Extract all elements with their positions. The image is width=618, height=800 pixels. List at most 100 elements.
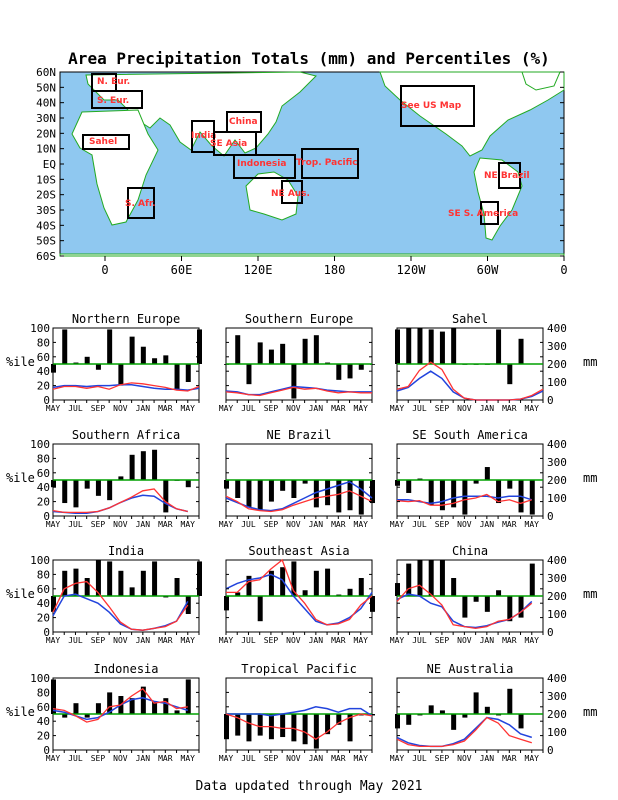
percentile-bar [451, 328, 457, 364]
observed-precip-line [225, 386, 372, 397]
percentile-bar [84, 714, 90, 718]
pct-axis-label: %ile [6, 587, 35, 601]
percentile-bar [347, 364, 353, 379]
percentile-bar [302, 480, 308, 484]
percentile-bar [280, 343, 286, 364]
percentile-bar [95, 703, 101, 714]
percentile-bar [129, 454, 135, 480]
percentile-bar [395, 329, 400, 364]
pct-tick-label: 80 [37, 686, 50, 699]
percentile-bar [451, 480, 457, 508]
percentile-bar [107, 480, 113, 501]
percentile-bar [451, 578, 457, 596]
percentile-bar [302, 338, 308, 364]
region-box [127, 187, 155, 219]
region-label: China [229, 117, 258, 127]
map-land-antarctica [59, 253, 565, 257]
percentile-bar [395, 480, 400, 486]
month-label: MAR [502, 404, 517, 413]
percentile-bar [473, 480, 479, 484]
month-label: MAY [219, 520, 234, 529]
chart-panel: NE Australia MAY JUL SEP NOV JAN MAR MAY 0 100 200… [390, 662, 567, 763]
month-label: MAY [390, 520, 405, 529]
pct-tick-label: 40 [37, 715, 50, 728]
mm-axis-label: mm [583, 587, 597, 601]
panel-title: India [108, 544, 144, 558]
percentile-bar [484, 596, 490, 612]
pct-tick-label: 60 [37, 467, 50, 480]
pct-tick-label: 60 [37, 351, 50, 364]
percentile-bar [507, 688, 513, 714]
pct-tick-label: 60 [37, 701, 50, 714]
mm-tick-label: 400 [547, 672, 567, 685]
percentile-bar [163, 480, 169, 513]
normal-precip-line [396, 716, 533, 748]
month-label: JAN [309, 520, 324, 529]
percentile-bar [462, 480, 468, 515]
percentile-bar [268, 480, 274, 502]
percentile-bar [62, 714, 68, 718]
percentile-bar [268, 349, 274, 364]
percentile-bar [174, 578, 180, 596]
percentile-bar [152, 449, 158, 480]
percentile-bar [246, 575, 252, 596]
mm-tick-label: 200 [547, 474, 567, 487]
month-label: MAR [158, 636, 173, 645]
percentile-bar [107, 561, 113, 596]
percentile-bar [185, 480, 191, 488]
percentile-bar [107, 329, 113, 364]
percentile-bar [462, 714, 468, 718]
percentile-bar [347, 480, 353, 511]
month-label: MAY [390, 754, 405, 763]
month-label: JAN [136, 754, 151, 763]
percentile-bar [84, 578, 90, 596]
month-label: JAN [136, 404, 151, 413]
percentile-bar [336, 714, 342, 725]
observed-precip-line [52, 382, 200, 392]
percentile-bar [507, 364, 513, 385]
percentile-bar [73, 703, 79, 714]
percentile-bar [197, 329, 202, 364]
percentile-bar [439, 331, 445, 364]
lon-label: 60E [171, 263, 193, 277]
percentile-bar [185, 596, 191, 614]
normal-precip-line [226, 706, 373, 717]
percentile-bar [484, 467, 490, 480]
region-label: SE Asia [210, 139, 247, 149]
lat-label: 40S [36, 219, 56, 232]
lat-label: 10N [36, 143, 56, 156]
panel-title: NE Brazil [266, 428, 331, 442]
percentile-bar [257, 714, 263, 736]
region-label: S. Eur. [97, 96, 129, 106]
panel-title: China [452, 544, 488, 558]
month-label: SEP [435, 404, 450, 413]
lat-label: 60N [36, 66, 56, 79]
normal-precip-line [225, 573, 373, 626]
month-label: SEP [91, 636, 106, 645]
mm-tick-label: 400 [547, 554, 567, 567]
percentile-bar [95, 560, 101, 596]
mm-tick-label: 200 [547, 708, 567, 721]
lon-label: 60W [477, 263, 499, 277]
region-box [281, 180, 303, 204]
percentile-bar [235, 480, 241, 498]
mm-axis-label: mm [583, 705, 597, 719]
month-label: MAR [502, 636, 517, 645]
month-label: MAY [525, 404, 540, 413]
percentile-bar [529, 480, 535, 515]
month-label: MAY [46, 404, 61, 413]
lat-label: 30N [36, 112, 56, 125]
chart-panel: Southeast Asia MAY JUL SEP NOV JAN MAR MAY [219, 544, 375, 645]
pct-tick-label: 0 [43, 744, 50, 757]
percentile-bar [428, 705, 434, 714]
pct-tick-label: 40 [37, 481, 50, 494]
mm-tick-label: 300 [547, 456, 567, 469]
percentile-bar [163, 355, 169, 364]
month-label: NOV [286, 754, 301, 763]
map-region-boxes: N. Eur. S. Eur. Sahel India China SE Asia Indo… [82, 73, 530, 225]
month-label: JUL [241, 636, 256, 645]
month-label: MAY [46, 520, 61, 529]
percentile-bar [473, 596, 479, 602]
percentile-bar [185, 679, 191, 714]
